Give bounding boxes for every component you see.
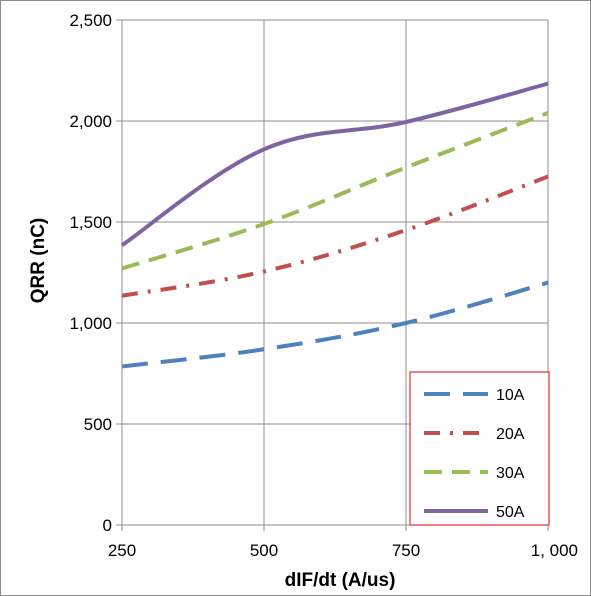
y-tick-label-1: 500 <box>84 415 112 434</box>
legend: 10A 20A 30A 50A <box>409 371 550 526</box>
series-line-50A <box>120 81 549 247</box>
legend-label-30A: 30A <box>496 465 525 482</box>
x-tick-label-2: 750 <box>392 541 420 560</box>
x-axis-title: dIF/dt (A/us) <box>285 570 396 591</box>
y-tick-label-5: 2,500 <box>69 11 112 30</box>
series-line-30A <box>121 111 549 271</box>
series-line-10A <box>121 280 549 369</box>
y-tick-label-3: 1,500 <box>69 213 112 232</box>
series-lines <box>120 81 549 369</box>
y-tick-label-0: 0 <box>103 516 112 535</box>
y-tick-label-4: 2,000 <box>69 112 112 131</box>
y-axis-title: QRR (nC) <box>28 218 49 303</box>
tick-labels: 0 500 1,000 1,500 2,000 2,500 250 500 750 1, 000 <box>69 11 578 560</box>
plot-area-border <box>121 19 549 526</box>
x-tick-label-1: 500 <box>250 541 278 560</box>
legend-label-50A: 50A <box>496 504 525 521</box>
legend-label-20A: 20A <box>496 426 525 443</box>
legend-label-10A: 10A <box>496 387 525 404</box>
series-line-20A <box>121 174 549 298</box>
y-tick-label-2: 1,000 <box>69 314 112 333</box>
x-tick-label-3: 1, 000 <box>531 541 578 560</box>
legend-box <box>409 371 550 526</box>
x-tick-label-0: 250 <box>108 541 136 560</box>
